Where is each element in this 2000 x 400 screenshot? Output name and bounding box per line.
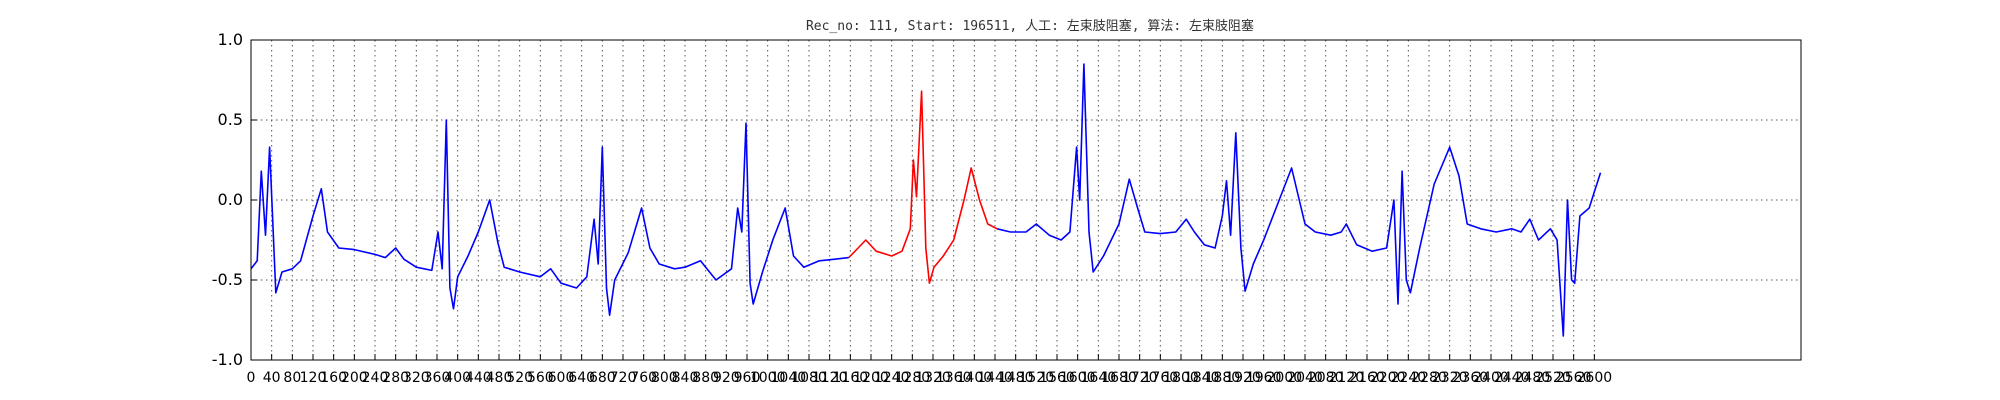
x-tick-label: 1440: [977, 370, 1013, 386]
x-tick-label: 960: [734, 370, 761, 386]
x-tick-label: 2400: [1473, 370, 1509, 386]
ecg-series-1: [848, 90, 998, 285]
x-tick-label: 600: [548, 370, 575, 386]
x-tick-label: 1120: [812, 370, 848, 386]
chart-title: Rec_no: 111, Start: 196511, 人工: 左束肢阻塞, 算…: [806, 18, 1254, 34]
x-tick-label: 560: [527, 370, 554, 386]
x-tick-label: 2480: [1515, 370, 1551, 386]
x-tick-label: 640: [568, 370, 595, 386]
x-tick-label: 1000: [750, 370, 786, 386]
x-tick-label: 1280: [895, 370, 931, 386]
x-tick-label: 800: [651, 370, 678, 386]
x-tick-label: 200: [341, 370, 368, 386]
x-tick-label: 1880: [1205, 370, 1241, 386]
x-tick-label: 1480: [998, 370, 1034, 386]
ecg-series-0: [250, 119, 849, 317]
x-tick-label: 1320: [915, 370, 951, 386]
x-tick-label: 440: [465, 370, 492, 386]
x-tick-label: 1360: [936, 370, 972, 386]
x-tick-label: 80: [283, 370, 301, 386]
x-tick-label: 2320: [1432, 370, 1468, 386]
x-tick-label: 2600: [1577, 370, 1613, 386]
grid-lines: [250, 39, 1801, 361]
x-tick-label: 680: [589, 370, 616, 386]
x-tick-label: 400: [444, 370, 471, 386]
x-tick-label: 1600: [1060, 370, 1096, 386]
ecg-series-2: [996, 63, 1602, 337]
x-tick-label: 280: [382, 370, 409, 386]
x-tick-label: 2200: [1370, 370, 1406, 386]
series-lines: [250, 63, 1602, 337]
x-tick-label: 2240: [1391, 370, 1427, 386]
x-tick-label: 1520: [1019, 370, 1055, 386]
x-tick-label: 1760: [1143, 370, 1179, 386]
x-tick-label: 2280: [1411, 370, 1447, 386]
y-axis-ticks: 1.0 0.5 0.0 -0.5 -1.0: [212, 30, 257, 369]
x-tick-label: 840: [672, 370, 699, 386]
x-tick-label: 160: [320, 370, 347, 386]
x-tick-label: 880: [692, 370, 719, 386]
x-tick-label: 1800: [1163, 370, 1199, 386]
x-tick-label: 520: [506, 370, 533, 386]
x-tick-label: 1960: [1246, 370, 1282, 386]
x-tick-label: 1560: [1039, 370, 1075, 386]
x-tick-label: 1640: [1081, 370, 1117, 386]
y-tick-label: 1.0: [218, 30, 243, 49]
x-tick-label: 1200: [853, 370, 889, 386]
x-tick-label: 320: [403, 370, 430, 386]
x-tick-label: 120: [300, 370, 327, 386]
x-tick-label: 1920: [1225, 370, 1261, 386]
x-tick-label: 2440: [1494, 370, 1530, 386]
x-tick-label: 0: [247, 370, 256, 386]
x-tick-label: 1400: [957, 370, 993, 386]
x-tick-label: 40: [263, 370, 281, 386]
x-tick-label: 240: [362, 370, 389, 386]
x-tick-label: 360: [424, 370, 451, 386]
y-tick-label: -0.5: [212, 270, 243, 289]
x-tick-label: 2000: [1267, 370, 1303, 386]
x-tick-label: 1680: [1101, 370, 1137, 386]
x-tick-label: 480: [486, 370, 513, 386]
x-tick-label: 2120: [1329, 370, 1365, 386]
x-tick-label: 920: [713, 370, 740, 386]
x-tick-label: 1720: [1122, 370, 1158, 386]
x-tick-label: 2360: [1453, 370, 1489, 386]
x-tick-label: 2160: [1349, 370, 1385, 386]
x-tick-label: 2560: [1556, 370, 1592, 386]
x-tick-label: 720: [610, 370, 637, 386]
y-tick-label: -1.0: [212, 350, 243, 369]
x-tick-label: 1160: [833, 370, 869, 386]
y-tick-label: 0.5: [218, 110, 243, 129]
x-tick-label: 760: [630, 370, 657, 386]
x-axis-ticks: 0 40 8012016020024028032036040044048052056…: [247, 354, 1613, 386]
x-tick-label: 1240: [874, 370, 910, 386]
x-tick-label: 1040: [771, 370, 807, 386]
x-tick-label: 1080: [791, 370, 827, 386]
x-tick-label: 2520: [1535, 370, 1571, 386]
x-tick-label: 2080: [1308, 370, 1344, 386]
y-tick-label: 0.0: [218, 190, 243, 209]
x-tick-label: 2040: [1287, 370, 1323, 386]
x-tick-label: 1840: [1184, 370, 1220, 386]
